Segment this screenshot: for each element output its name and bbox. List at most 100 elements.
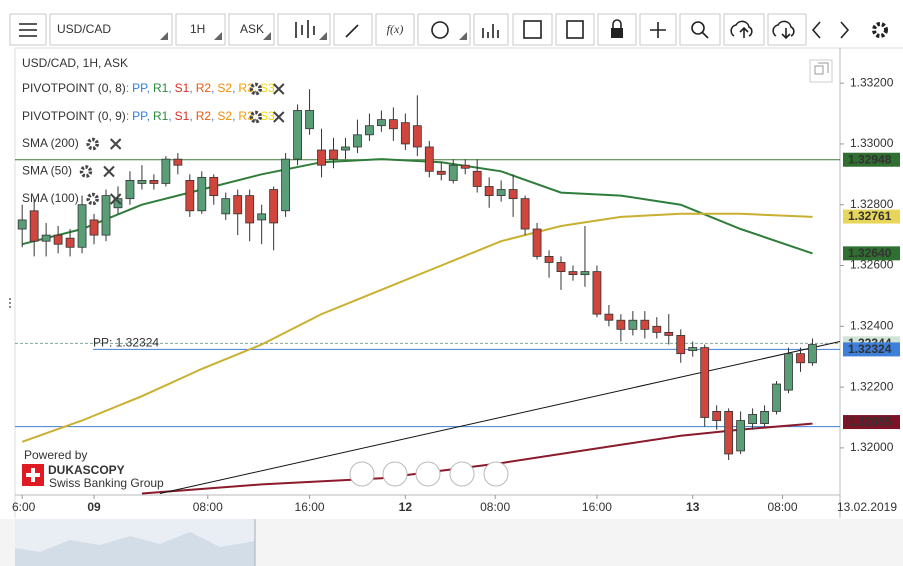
- legend-part: ,: [147, 81, 150, 95]
- brand-tagline: Swiss Banking Group: [49, 476, 164, 490]
- price-tag-label: 1.32085: [848, 415, 892, 429]
- indicators-button[interactable]: [375, 13, 415, 46]
- plot-content: PP: 1.32324: [15, 89, 840, 495]
- info-button[interactable]: [417, 13, 471, 46]
- legend-part: ,: [147, 109, 150, 123]
- candle-body: [125, 180, 135, 200]
- candle-body: [245, 195, 255, 224]
- menu-icon: [19, 23, 37, 37]
- lock-shackle: [612, 19, 622, 28]
- candle-body: [77, 204, 87, 248]
- remove-icon[interactable]: [273, 111, 285, 123]
- report-icon: [566, 20, 584, 39]
- candle-body: [305, 110, 314, 130]
- nav-zoom-out[interactable]: [382, 461, 408, 487]
- download-icon: [772, 20, 795, 40]
- zoom-button[interactable]: [679, 13, 721, 46]
- report-button[interactable]: [555, 13, 595, 46]
- remove-icon[interactable]: [109, 138, 122, 150]
- legend-part: ,: [211, 109, 214, 123]
- sma-legend: SMA (200): [22, 136, 79, 150]
- price-tag-label: 1.32640: [848, 246, 892, 260]
- zoom-icon: [691, 21, 705, 35]
- candle-body: [269, 189, 279, 224]
- legend-part: PP: [132, 109, 148, 123]
- settings-icon[interactable]: [249, 82, 263, 96]
- settings-icon[interactable]: [79, 165, 93, 178]
- candle-body: [772, 383, 781, 412]
- calendar-button[interactable]: [512, 13, 553, 46]
- legend-part: ,: [211, 81, 214, 95]
- price-tag-label: 1.32948: [848, 152, 892, 166]
- legend-part: R2: [196, 109, 212, 123]
- back-button[interactable]: [811, 21, 821, 39]
- nav-zoom-in[interactable]: [449, 461, 475, 487]
- legend-part: S2: [217, 81, 232, 95]
- date-label: 13.02.2019: [837, 500, 897, 514]
- candle-body: [293, 110, 302, 160]
- candle-body: [676, 335, 686, 355]
- y-tick-label: 1.32200: [850, 379, 894, 393]
- settings-icon[interactable]: [86, 137, 99, 151]
- candle-body: [508, 189, 518, 200]
- instrument: USD/CAD: [57, 22, 111, 36]
- forward-button[interactable]: [840, 21, 850, 39]
- calendar-icon: [523, 20, 542, 39]
- download-button[interactable]: [767, 13, 807, 46]
- chart-type-button[interactable]: [277, 13, 331, 46]
- y-tick-label: 1.32400: [850, 318, 894, 332]
- toolbar: USD/CAD 1H ASK f(x): [9, 13, 888, 46]
- remove-icon[interactable]: [103, 165, 115, 178]
- lock-icon: [611, 28, 623, 38]
- fx-label: f(x): [387, 22, 404, 36]
- candle-body: [808, 344, 817, 364]
- candle-body: [760, 411, 769, 424]
- y-tick-label: 1.32000: [850, 440, 894, 454]
- candle-body: [101, 195, 111, 236]
- price-tag: [843, 246, 900, 261]
- legend-part: S1: [175, 109, 190, 123]
- x-tick-label: 12: [399, 500, 413, 514]
- volume-button[interactable]: [473, 13, 509, 46]
- remove-icon[interactable]: [273, 83, 285, 95]
- instrument-select[interactable]: [49, 13, 173, 46]
- settings-icon[interactable]: [249, 110, 263, 124]
- candle-body: [400, 122, 410, 145]
- nav-reset[interactable]: [415, 461, 441, 487]
- candle-body: [161, 158, 171, 184]
- candle-body: [388, 119, 398, 130]
- candle-body: [17, 219, 27, 230]
- legend-part: R3: [238, 109, 254, 123]
- candle-body: [484, 186, 494, 197]
- candle-body: [688, 347, 698, 352]
- candle-body: [424, 146, 434, 172]
- legend-part: ,: [189, 81, 192, 95]
- candle-body: [544, 255, 554, 263]
- settings-button[interactable]: [872, 22, 888, 38]
- legend-part: R1: [153, 109, 169, 123]
- dropdown-mark: [160, 32, 168, 40]
- legend-part: S2: [217, 109, 232, 123]
- pivot-legend: PIVOTPOINT (0, 9): PP, R1, S1, R2, S2, R3, S3: [22, 109, 275, 123]
- settings-icon[interactable]: [86, 192, 99, 206]
- dropdown-mark: [263, 32, 271, 40]
- candle-body: [436, 170, 446, 175]
- y-tick-label: 1.32800: [850, 197, 894, 211]
- candle-body: [796, 353, 805, 364]
- period: 1H: [190, 22, 205, 36]
- price-tag-label: 1.32761: [848, 209, 892, 223]
- legend-part: R3: [238, 81, 254, 95]
- price-tag: [843, 415, 900, 430]
- candle-body: [664, 331, 674, 336]
- y-tick-label: 1.33000: [850, 136, 894, 150]
- remove-icon[interactable]: [109, 193, 122, 205]
- dropdown-mark: [319, 32, 327, 40]
- nav-right[interactable]: [483, 461, 509, 487]
- legend-part: ,: [254, 81, 257, 95]
- legend-part: ,: [232, 109, 235, 123]
- nav-left[interactable]: [349, 461, 375, 487]
- legend-part: S3: [260, 109, 275, 123]
- sma-line: [21, 158, 813, 255]
- candle-body: [520, 198, 530, 230]
- maximize-icon: [814, 62, 829, 75]
